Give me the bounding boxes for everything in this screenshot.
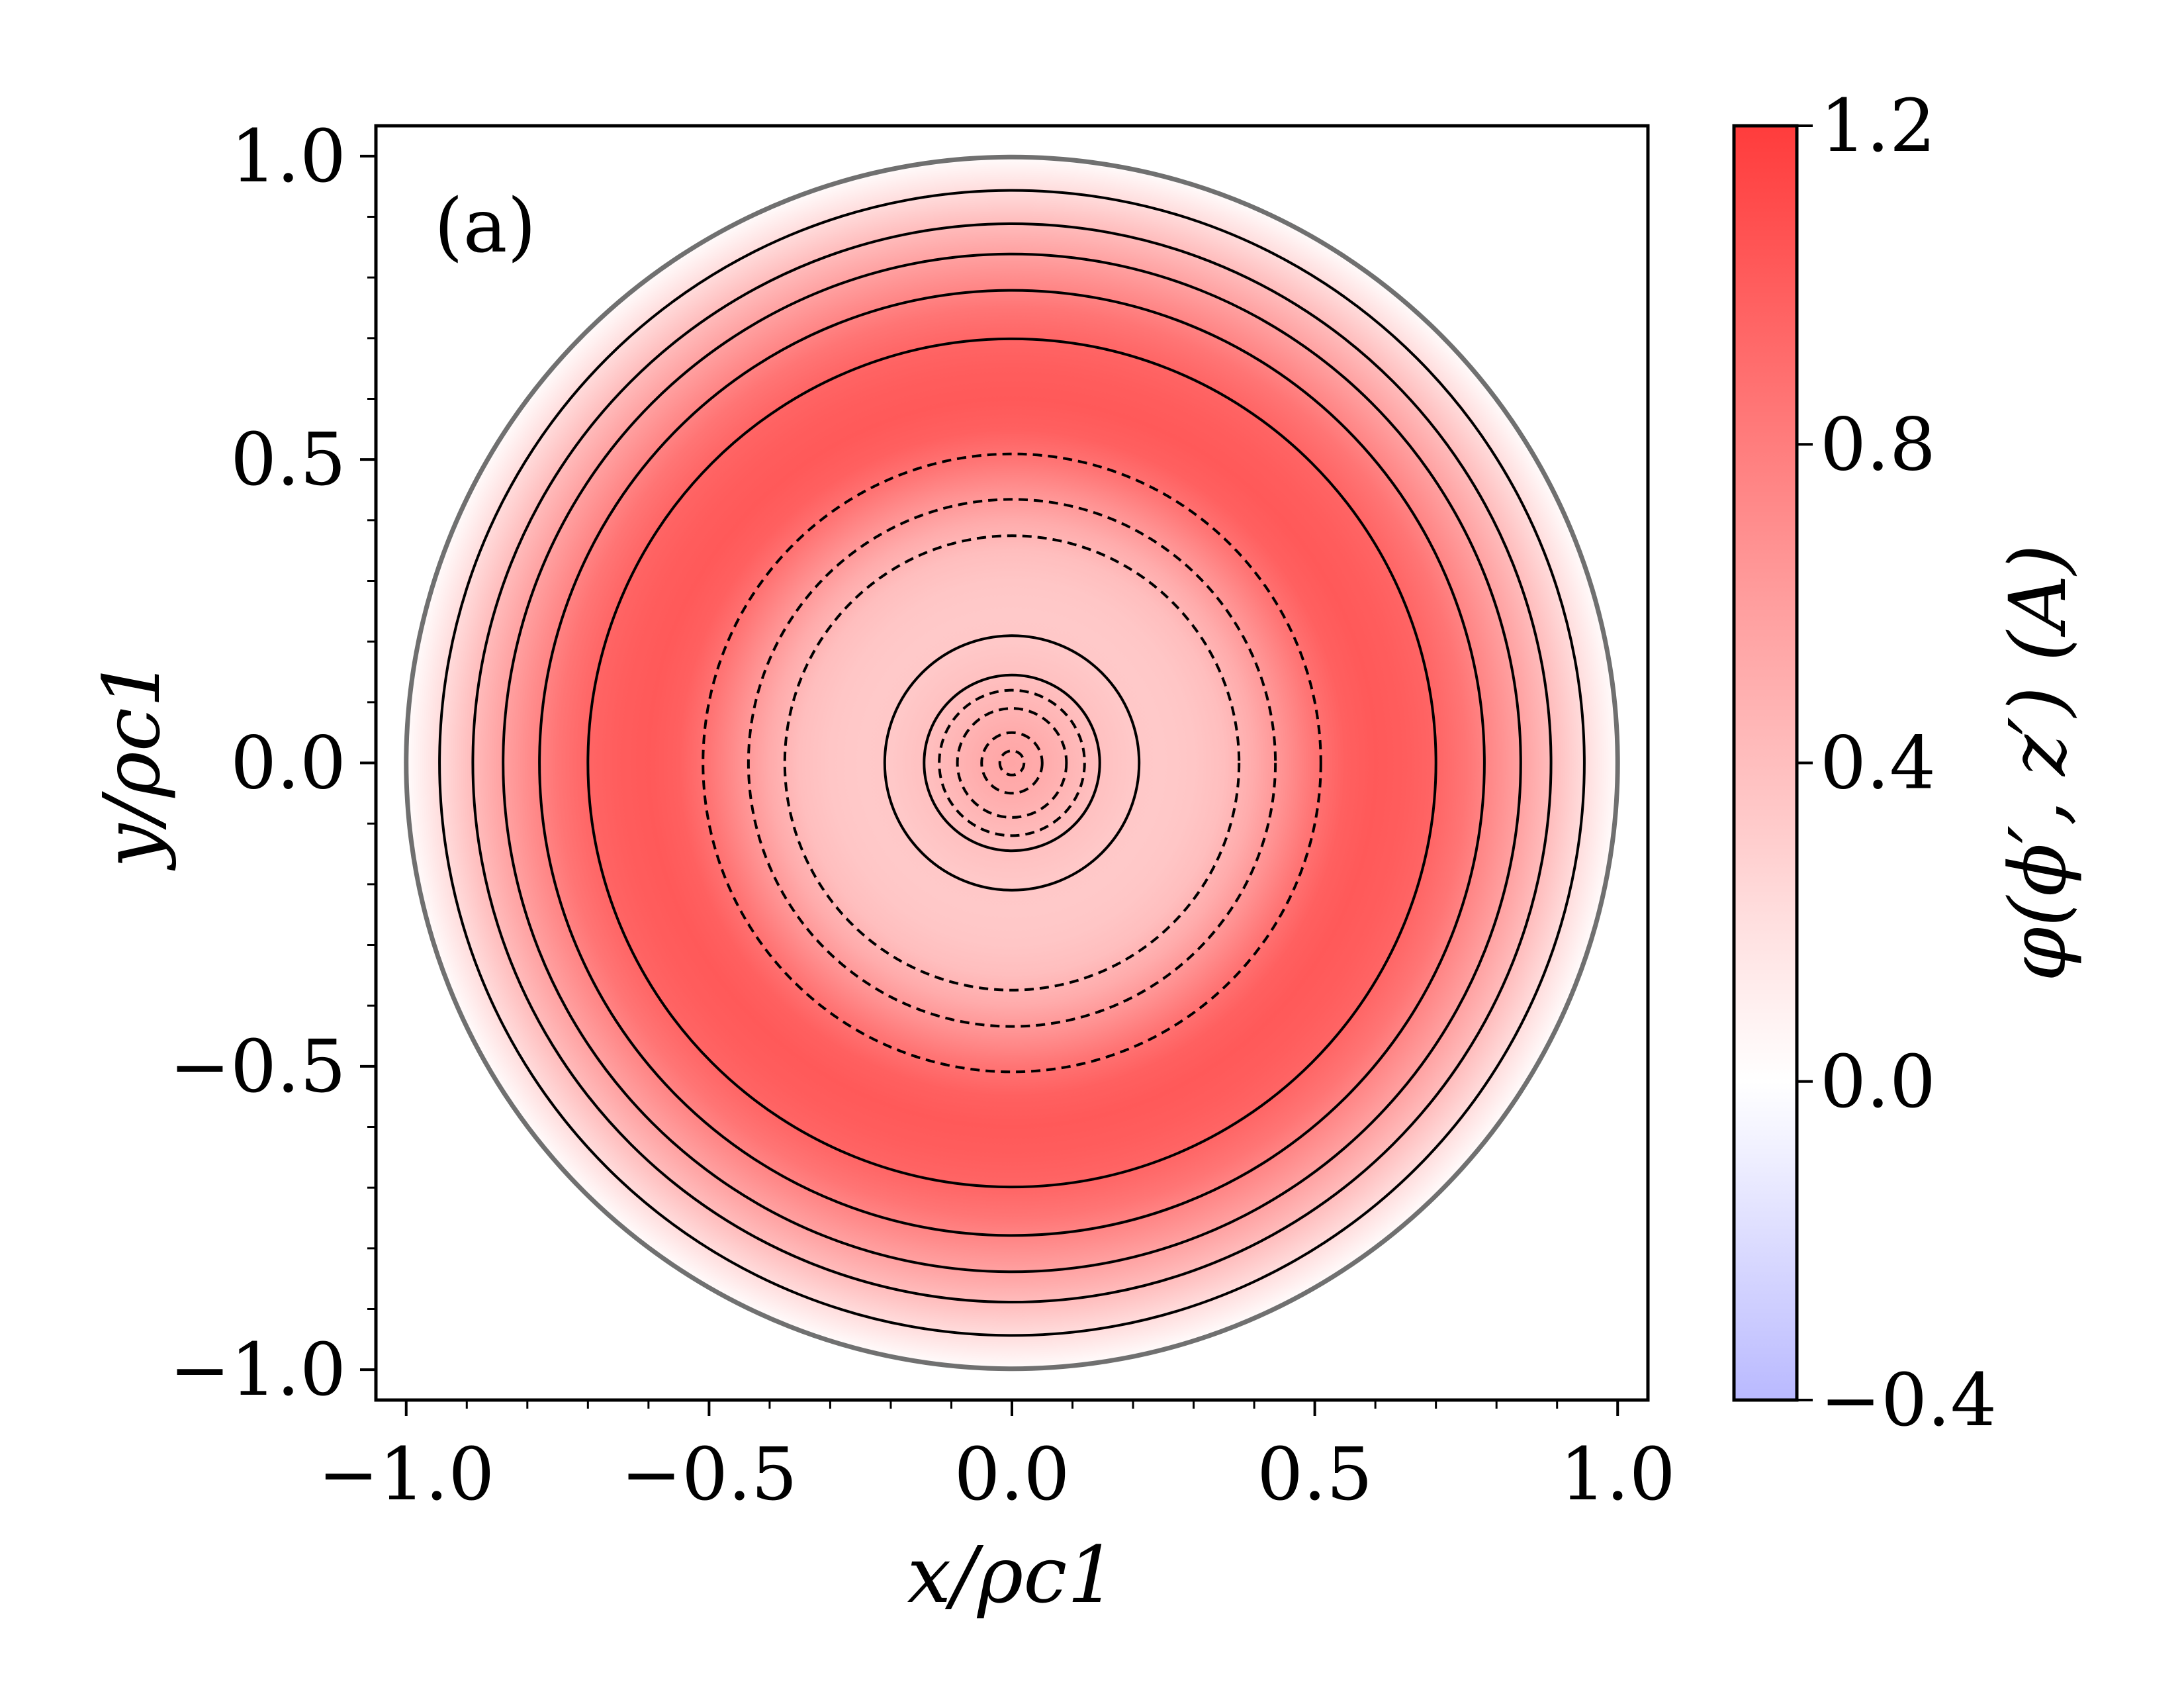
contour-dashed-1 bbox=[980, 731, 1044, 795]
colorbar-tick-label-1: 0.8 bbox=[1820, 402, 1936, 487]
contour-solid-9 bbox=[586, 337, 1437, 1189]
x-axis-title: x/ρc1 bbox=[907, 1529, 1117, 1620]
y-axis-title-group: y/ρc1 bbox=[86, 658, 177, 871]
y-axis-ticks: −1.0 −0.5 0.0 0.5 1.0 bbox=[169, 114, 376, 1412]
panel-label: (a) bbox=[434, 183, 536, 269]
x-axis-title-text: x/ρc1 bbox=[907, 1529, 1117, 1620]
contour-dashed-2 bbox=[956, 707, 1068, 819]
colorbar-tick-label-0: 1.2 bbox=[1820, 83, 1936, 168]
contour-solid-13 bbox=[438, 189, 1586, 1337]
x-tick-label-4: 1.0 bbox=[1560, 1432, 1676, 1517]
contour-dashed-6 bbox=[783, 534, 1241, 992]
disk-boundary bbox=[404, 154, 1620, 1372]
contour-dashed-3 bbox=[938, 688, 1086, 837]
contour-lines bbox=[438, 189, 1586, 1337]
x-tick-label-0: −1.0 bbox=[318, 1432, 494, 1517]
x-tick-label-3: 0.5 bbox=[1257, 1432, 1373, 1517]
y-tick-label-2: 0.0 bbox=[230, 721, 346, 806]
y-axis-title-text: y/ρc1 bbox=[86, 658, 177, 871]
contour-dashed-8 bbox=[702, 452, 1322, 1074]
contour-dashed-0 bbox=[998, 749, 1026, 776]
y-tick-label-4: 1.0 bbox=[230, 114, 346, 199]
x-tick-label-1: −0.5 bbox=[621, 1432, 797, 1517]
colorbar-fill bbox=[1732, 124, 1799, 1402]
contour-dashed-7 bbox=[747, 498, 1277, 1028]
y-axis-title: y/ρc1 bbox=[86, 658, 177, 871]
contour-solid-12 bbox=[471, 222, 1553, 1304]
x-axis-ticks: −1.0 −0.5 0.0 0.5 1.0 bbox=[318, 1400, 1676, 1517]
colorbar-ticks: 1.2 0.8 0.4 0.0 −0.4 bbox=[1797, 83, 1997, 1442]
colorbar-tick-label-2: 0.4 bbox=[1820, 721, 1936, 806]
colorbar-title: φ(ϕ′, z′) (A) bbox=[1992, 544, 2083, 982]
plot-area: −1.0 −0.5 0.0 0.5 1.0 −1.0 −0.5 0.0 0.5 1.0 (a) bbox=[169, 114, 1676, 1517]
colorbar-tick-label-4: −0.4 bbox=[1820, 1358, 1997, 1442]
x-axis-title-group: x/ρc1 bbox=[907, 1529, 1117, 1620]
colorbar-tick-label-3: 0.0 bbox=[1820, 1039, 1936, 1124]
colorbar: 1.2 0.8 0.4 0.0 −0.4 φ(ϕ′, z′) (A) bbox=[1732, 83, 2083, 1442]
contour-solid-5 bbox=[883, 634, 1141, 892]
y-tick-label-3: 0.5 bbox=[230, 417, 346, 502]
y-tick-label-1: −0.5 bbox=[169, 1024, 346, 1109]
contour-solid-4 bbox=[923, 673, 1101, 853]
contour-solid-10 bbox=[538, 289, 1486, 1237]
contour-solid-11 bbox=[502, 252, 1522, 1274]
x-tick-label-2: 0.0 bbox=[954, 1432, 1070, 1517]
y-tick-label-0: −1.0 bbox=[169, 1327, 346, 1412]
field-disk bbox=[406, 157, 1618, 1369]
